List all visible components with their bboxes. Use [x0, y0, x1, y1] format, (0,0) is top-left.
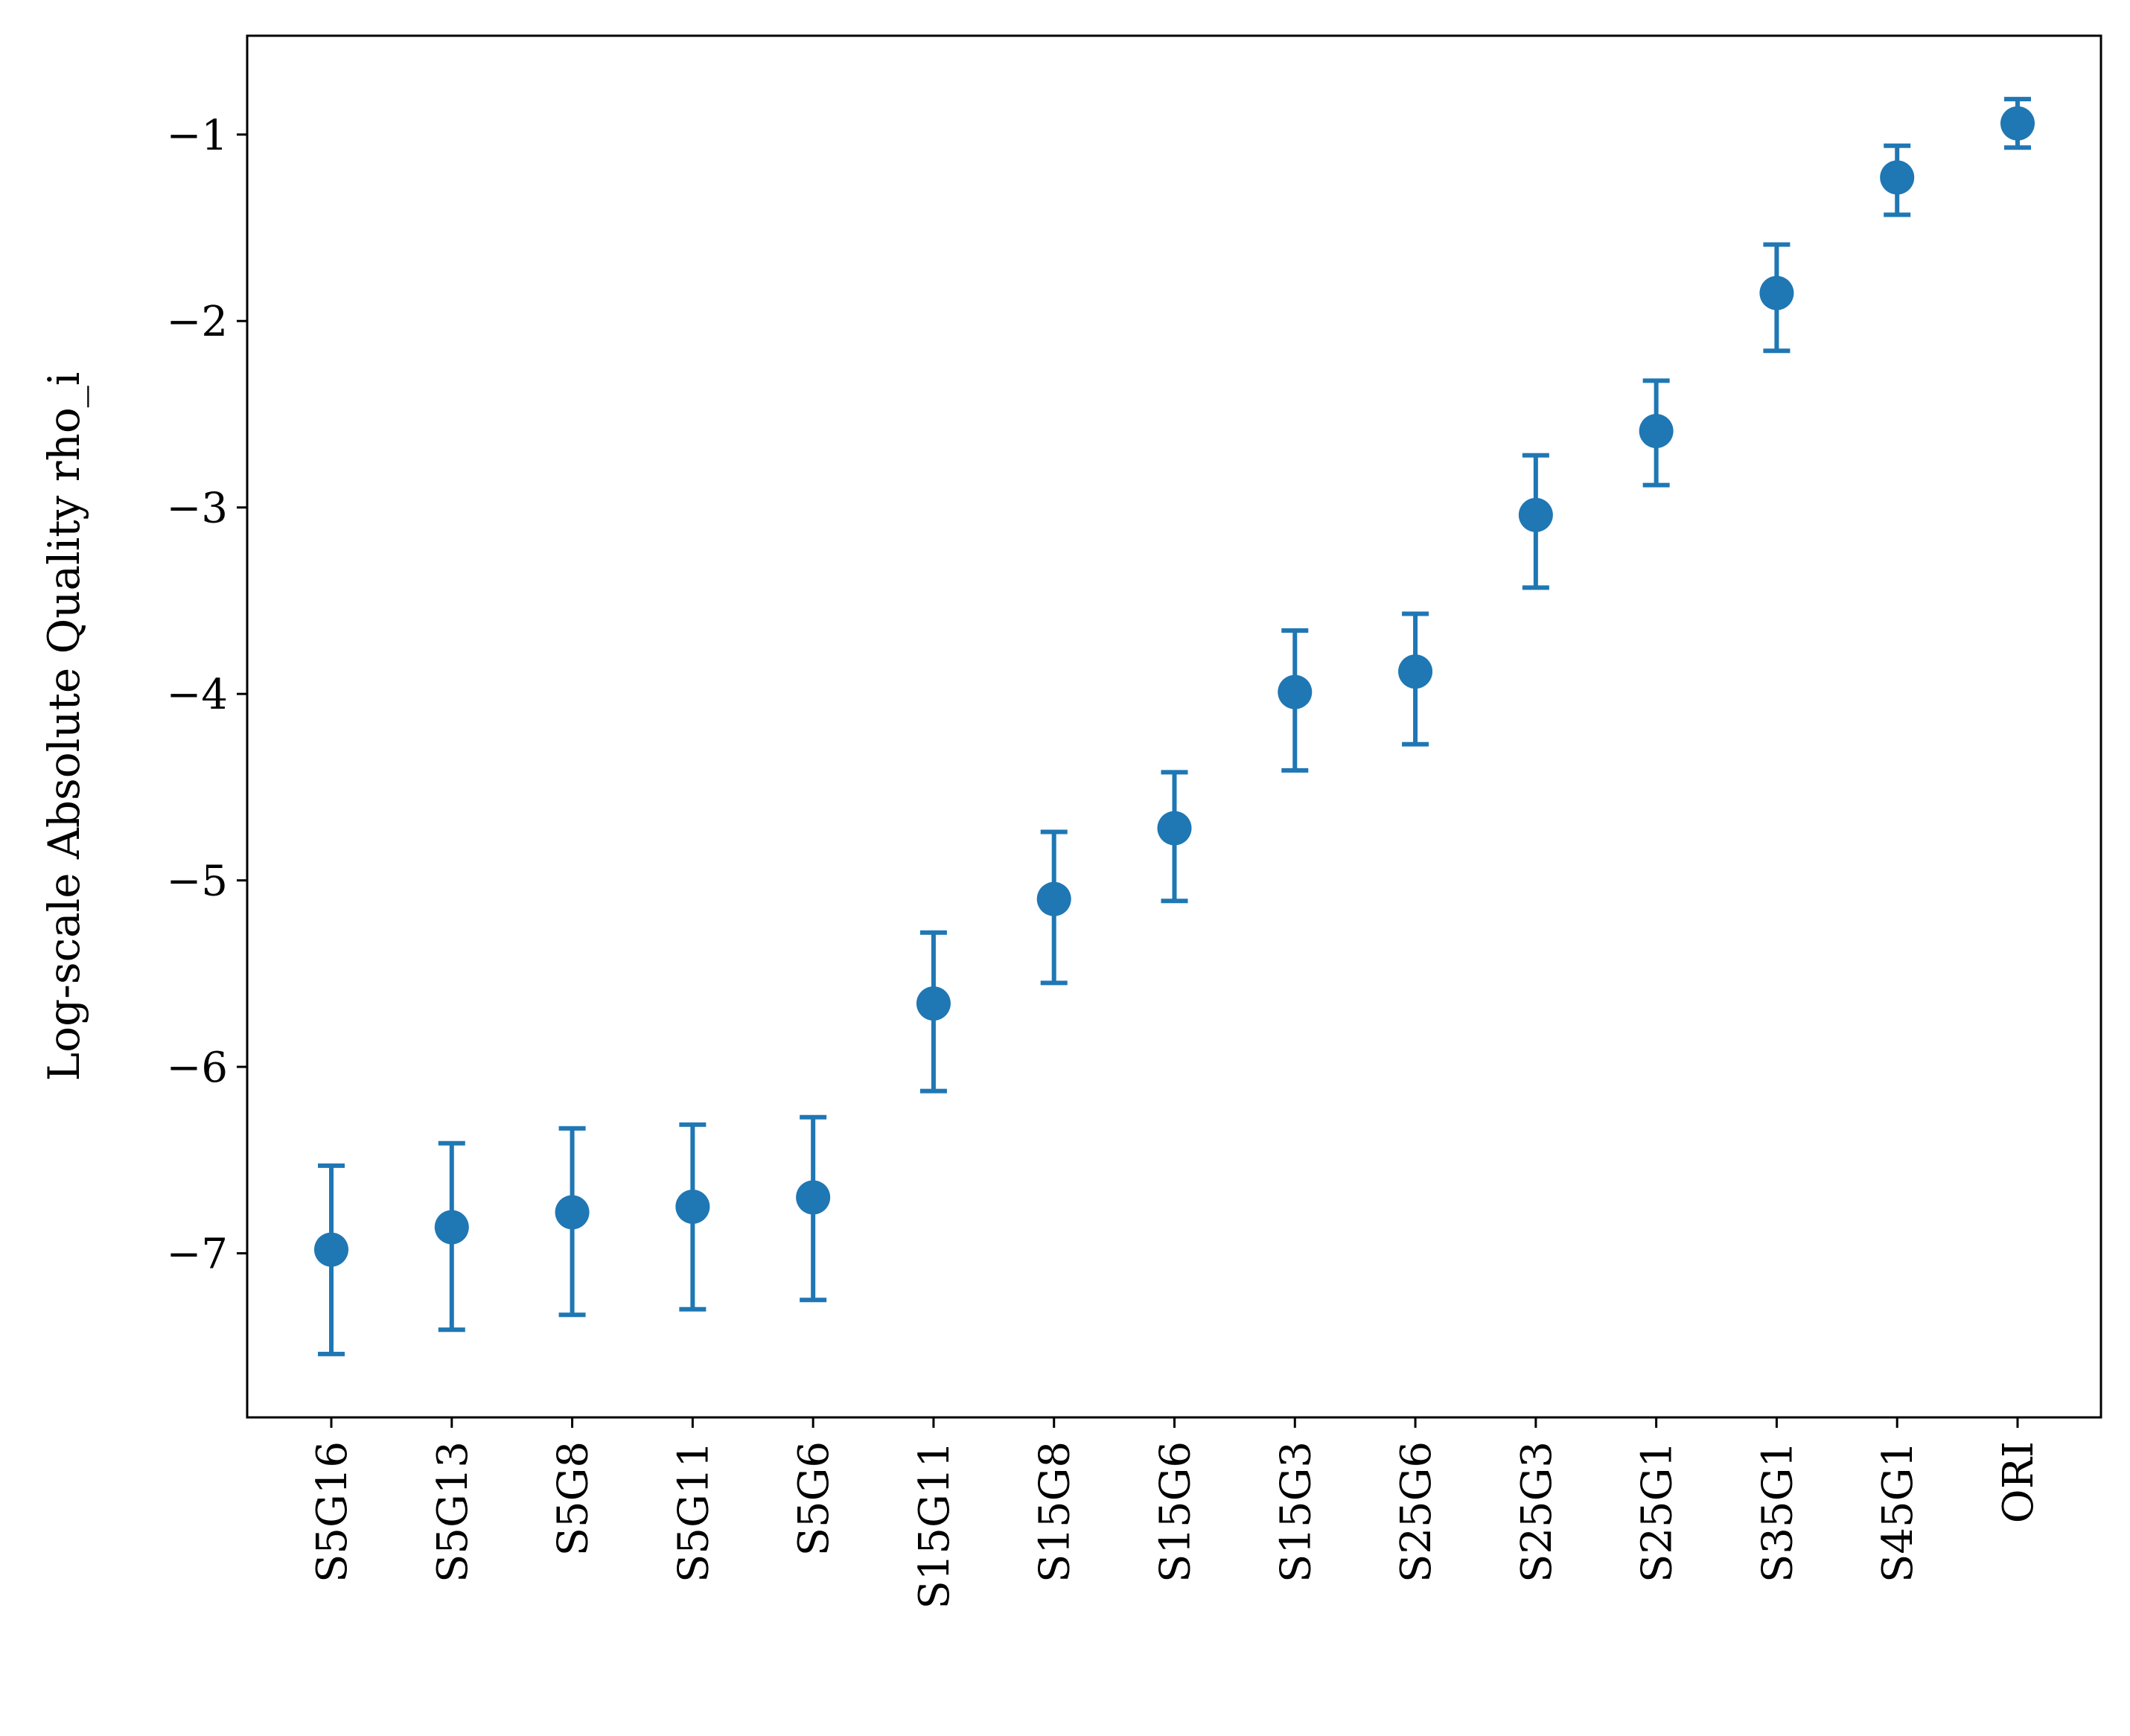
x-tick-label: S5G11: [669, 1441, 718, 1583]
y-tick-label: −4: [166, 671, 228, 719]
x-axis: S5G16 S5G13 S5G8 S5G11 S5G6 S15G11 S15G8 S15G6 S…: [308, 1417, 2043, 1609]
y-axis-label: Log-scale Absolute Quality rho_i: [39, 372, 89, 1082]
x-tick-label: S15G11: [911, 1441, 959, 1609]
data-point: [916, 986, 951, 1021]
data-point: [2000, 106, 2035, 141]
x-tick-label: S5G8: [549, 1441, 598, 1556]
x-tick-label: S5G6: [790, 1441, 838, 1556]
y-tick-label: −3: [166, 485, 228, 533]
data-point: [1759, 275, 1794, 310]
x-tick-label: S15G8: [1031, 1441, 1080, 1583]
data-point: [675, 1189, 710, 1224]
y-tick-label: −6: [166, 1044, 228, 1092]
data-point: [1880, 160, 1915, 195]
y-tick-label: −5: [166, 858, 228, 906]
data-point: [796, 1180, 831, 1215]
x-tick-label: S45G1: [1874, 1441, 1922, 1583]
data-point: [1157, 811, 1192, 846]
x-tick-label: S25G6: [1392, 1441, 1441, 1583]
x-tick-label: S15G6: [1152, 1441, 1200, 1583]
x-tick-label: S15G3: [1272, 1441, 1320, 1583]
y-tick-label: −2: [166, 298, 228, 346]
x-tick-label: ORI: [1995, 1441, 2043, 1523]
data-point: [1278, 674, 1313, 709]
x-tick-label: S25G1: [1633, 1441, 1682, 1583]
x-tick-label: S5G13: [429, 1441, 477, 1583]
data-point: [434, 1210, 469, 1245]
data-point: [1518, 497, 1553, 532]
plot-area: [314, 97, 2035, 1356]
x-tick-label: S25G3: [1513, 1441, 1561, 1583]
x-tick-label: S5G16: [308, 1441, 357, 1583]
y-tick-label: −1: [166, 112, 228, 160]
data-point: [1398, 654, 1433, 689]
data-point: [555, 1195, 590, 1230]
data-point: [1639, 414, 1674, 449]
y-axis: −7 −6 −5 −4 −3 −2 −1: [166, 112, 247, 1279]
data-point: [314, 1232, 348, 1267]
x-tick-label: S35G1: [1753, 1441, 1802, 1583]
data-point: [1036, 881, 1071, 916]
y-tick-label: −7: [166, 1231, 228, 1279]
